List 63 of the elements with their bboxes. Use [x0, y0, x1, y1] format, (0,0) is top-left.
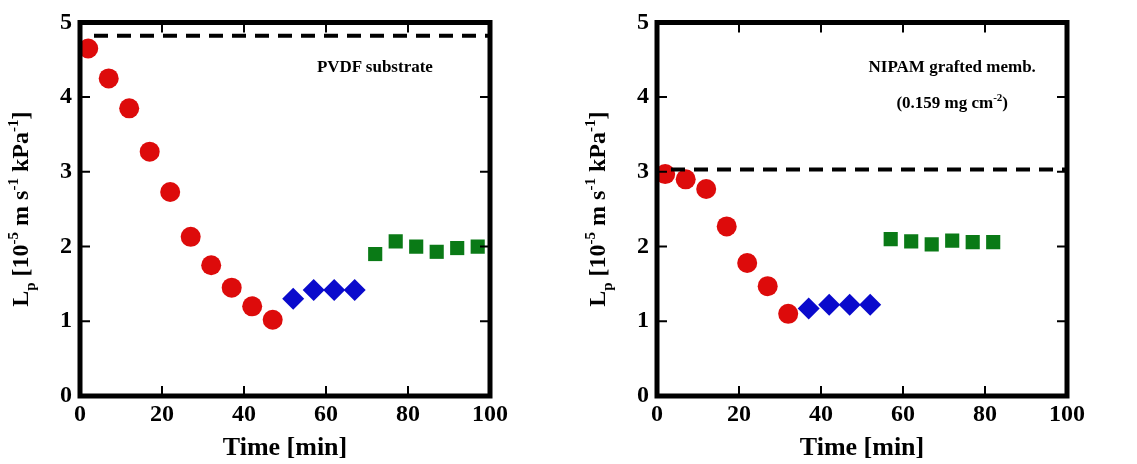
- y-tick-label: 4: [637, 82, 649, 109]
- y-tick-label: 4: [60, 82, 72, 109]
- point: [429, 244, 444, 259]
- y-tick-label: 2: [637, 231, 649, 258]
- point: [696, 179, 717, 200]
- point: [838, 293, 861, 316]
- point: [757, 276, 778, 297]
- y-tick-label: 1: [637, 306, 649, 333]
- point: [343, 278, 366, 301]
- point: [409, 239, 424, 254]
- y-tick-label: 0: [637, 381, 649, 408]
- point: [262, 309, 283, 330]
- y-tick-label: 1: [60, 306, 72, 333]
- point: [242, 296, 263, 317]
- point: [965, 235, 980, 250]
- x-tick-label: 60: [314, 399, 338, 426]
- x-tick-label: 100: [1049, 399, 1085, 426]
- point: [323, 278, 346, 301]
- x-tick-label: 20: [150, 399, 174, 426]
- y-tick-label: 5: [637, 7, 649, 34]
- point: [924, 237, 939, 252]
- x-tick-label: 100: [472, 399, 508, 426]
- x-tick-label: 40: [809, 399, 833, 426]
- point: [737, 253, 758, 273]
- point: [945, 233, 960, 248]
- x-tick-label: 60: [891, 399, 915, 426]
- x-axis-title: Time [min]: [222, 432, 348, 462]
- point: [119, 98, 140, 119]
- point: [368, 246, 383, 262]
- point: [221, 277, 242, 298]
- x-tick-label: 20: [727, 399, 751, 426]
- point: [904, 234, 919, 249]
- point: [201, 255, 222, 276]
- point: [388, 234, 403, 249]
- point: [716, 216, 737, 237]
- y-tick-label: 2: [60, 231, 72, 258]
- text: Lp [10-5 m s-1 kPa-1]: [4, 111, 39, 307]
- annotation: NIPAM grafted memb.: [868, 57, 1036, 77]
- y-tick-label: 5: [60, 7, 72, 34]
- y-tick-label: 0: [60, 381, 72, 408]
- x-tick-label: 40: [232, 399, 256, 426]
- y-tick-label: 3: [60, 157, 72, 184]
- point: [139, 141, 160, 162]
- point: [450, 240, 465, 256]
- point: [883, 232, 898, 247]
- point: [282, 287, 305, 310]
- y-tick-label: 3: [637, 157, 649, 184]
- point: [302, 278, 325, 301]
- point: [675, 169, 696, 190]
- point: [470, 239, 485, 254]
- point: [818, 293, 841, 316]
- point: [180, 226, 201, 247]
- point: [986, 235, 1001, 250]
- annotation: PVDF substrate: [316, 57, 434, 77]
- text: Lp [10-5 m s-1 kPa-1]: [581, 111, 616, 307]
- x-axis-title: Time [min]: [799, 432, 925, 462]
- point: [160, 182, 181, 203]
- point: [98, 68, 119, 89]
- point: [797, 297, 820, 320]
- x-tick-label: 80: [396, 399, 420, 426]
- x-tick-label: 80: [973, 399, 997, 426]
- point: [778, 303, 799, 324]
- point: [859, 293, 882, 316]
